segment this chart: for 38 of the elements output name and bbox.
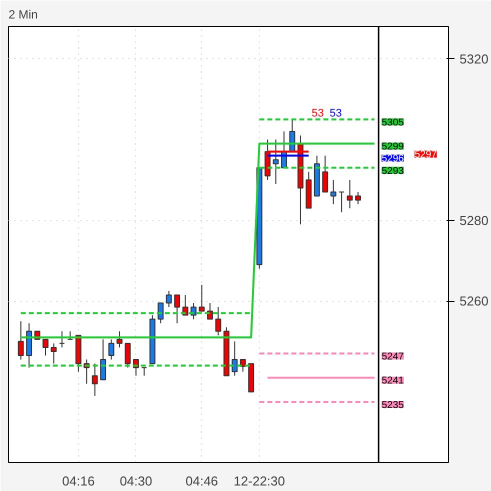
- candlestick: [166, 290, 172, 308]
- candlestick: [240, 359, 246, 372]
- candlestick: [92, 363, 98, 396]
- x-tick-label: 04:46: [186, 474, 218, 488]
- x-tick-label: 04:30: [120, 474, 152, 488]
- text: 5241: [382, 376, 404, 387]
- candlestick: [355, 192, 361, 205]
- candlestick: [215, 306, 222, 336]
- candlestick: [42, 338, 48, 356]
- text: 5293: [382, 166, 404, 177]
- candlestick: [198, 284, 205, 312]
- candlestick: [108, 338, 114, 360]
- candlestick: [338, 192, 345, 213]
- candlestick: [141, 367, 148, 376]
- candlestick: [100, 338, 106, 380]
- candlestick: [346, 179, 353, 209]
- candlestick: [207, 302, 213, 320]
- candlestick: [174, 294, 180, 324]
- candlestick: [158, 302, 164, 324]
- candlestick: [50, 342, 57, 364]
- chart-title: 2 Min: [8, 8, 38, 22]
- text: 53: [330, 107, 342, 120]
- candlestick: [124, 342, 131, 368]
- text: 5247: [382, 352, 404, 362]
- text: 53: [312, 107, 324, 120]
- y-tick-label: 5320: [460, 51, 488, 66]
- y-tick-label: 5260: [460, 294, 488, 309]
- candlestick: [232, 340, 238, 376]
- candlestick: [322, 155, 328, 193]
- candlestick: [116, 330, 122, 348]
- x-tick-label: 04:16: [62, 474, 95, 488]
- y-tick-label: 5280: [460, 212, 488, 228]
- candlestick: [58, 330, 65, 348]
- candlestick: [18, 320, 24, 360]
- candlestick: [272, 139, 279, 184]
- text: 5235: [382, 400, 404, 411]
- x-tick-label: 12-22:30: [234, 474, 286, 488]
- candlestick: [330, 179, 336, 205]
